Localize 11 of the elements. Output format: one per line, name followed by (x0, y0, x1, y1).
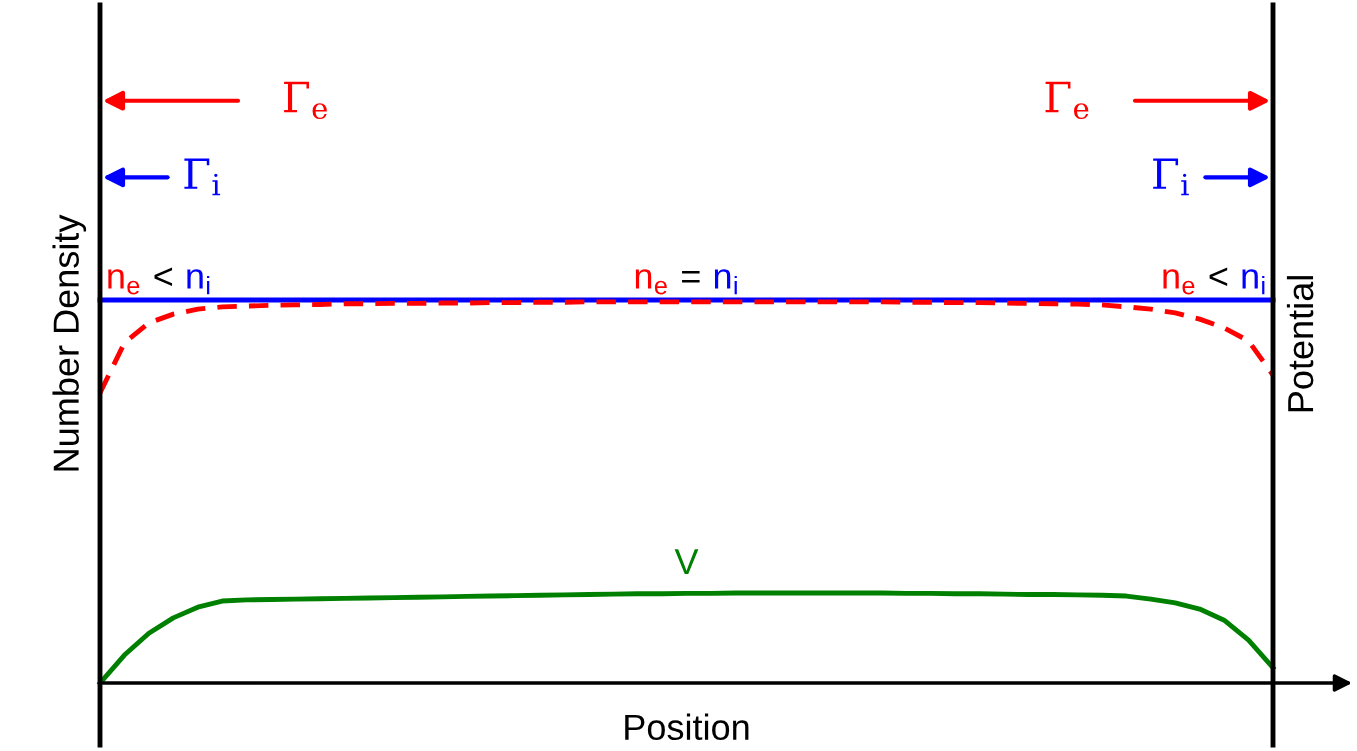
text: Γ$_{e}$ (284, 81, 327, 120)
text: Γ$_{e}$ (1045, 81, 1089, 120)
text: Γ$_{i}$ (184, 158, 221, 196)
y2-axis-title: Potential (1286, 276, 1314, 412)
text: n$_{e}$ = n$_{i}$ (635, 269, 737, 295)
series-label: V (674, 549, 699, 574)
text: n$_{e}$ < n$_{i}$ (108, 267, 210, 295)
y-axis-title: Number Density (52, 214, 87, 471)
text: n$_{e}$ < n$_{i}$ (1163, 267, 1265, 295)
text: Γ$_{i}$ (1153, 158, 1189, 196)
x-axis-title: Position (625, 713, 749, 741)
